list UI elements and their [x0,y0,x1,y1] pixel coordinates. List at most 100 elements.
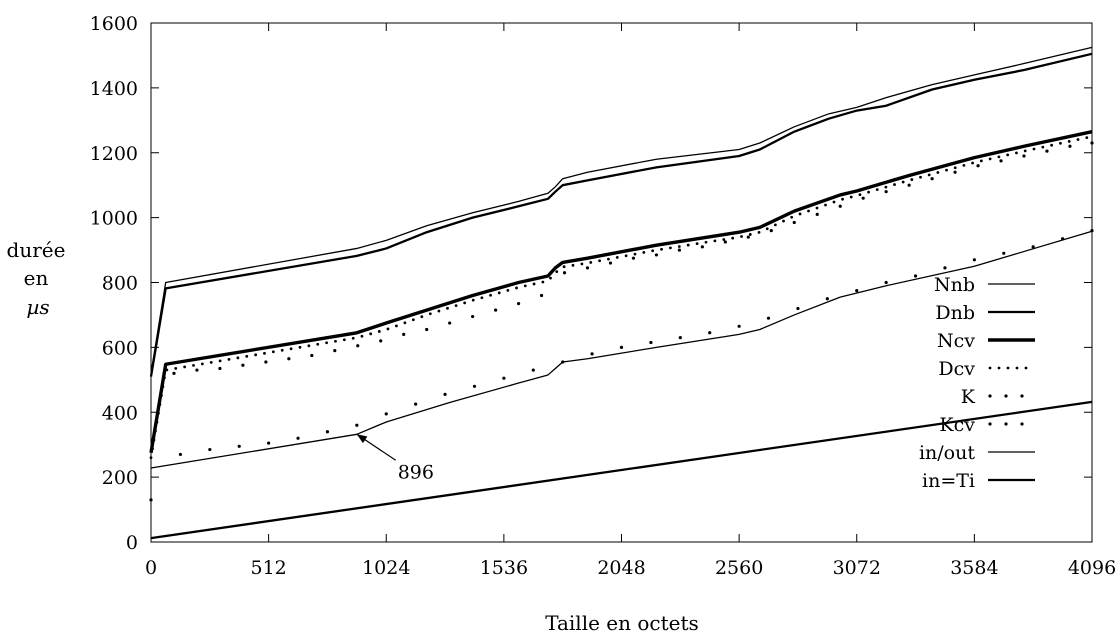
data-point [861,196,865,200]
data-point [585,266,590,270]
data-point [245,354,249,358]
data-point [271,350,275,354]
y-tick-label: 1000 [90,208,138,230]
data-point [296,436,300,440]
data-point [919,175,922,179]
data-point [448,321,452,325]
data-point [757,231,761,234]
data-point [1068,144,1072,148]
data-point [155,420,159,424]
data-point [325,430,330,434]
data-point [669,246,672,250]
legend-dot [988,394,992,398]
data-point [263,351,266,355]
data-point [157,411,160,415]
data-point [884,190,888,194]
data-point [151,447,154,451]
y-tick-label: 1200 [90,143,138,165]
data-point [700,245,704,249]
data-point [608,261,613,265]
data-point [1076,138,1080,141]
data-point [351,336,355,340]
series-line-ncv [149,130,1093,454]
data-point [607,257,610,261]
data-point [769,229,773,233]
data-point [195,368,199,372]
data-point [562,271,567,275]
data-point [943,266,947,270]
data-point [174,366,178,370]
data-point [154,429,157,433]
data-point [149,456,153,460]
annotation-label: 896 [398,461,434,483]
data-point [884,280,888,285]
series-points-kcv [149,229,1094,502]
data-point [471,298,475,302]
data-point [867,190,870,194]
data-point [913,274,918,278]
data-point [1041,145,1045,149]
data-point [1015,151,1018,155]
data-point [695,242,699,246]
data-point [875,188,879,192]
data-point [590,352,594,356]
data-point [428,312,432,316]
data-point [1023,149,1027,153]
data-point [342,338,346,342]
data-point [209,360,213,364]
annotation: 896 [356,433,434,483]
x-tick-label: 1536 [480,557,528,579]
legend-label-nnb: Nnb [934,274,975,296]
data-point [953,170,957,174]
data-point [893,183,896,186]
legend-dot [1015,366,1019,370]
data-point [264,360,268,364]
legend-swatch-k [988,394,1024,398]
data-point [910,178,914,181]
data-point [598,259,601,263]
data-point [1067,140,1071,143]
data-point [782,219,785,223]
data-point [454,304,458,308]
data-point [619,345,624,349]
series-line-dnb [149,52,1093,377]
data-point [824,203,827,207]
data-point [377,330,381,333]
data-point [515,286,518,290]
data-point [267,441,271,445]
data-point [463,301,467,305]
data-point [858,193,862,197]
data-point [971,161,974,165]
data-point [773,223,777,227]
data-point [746,235,750,239]
data-point [411,318,415,322]
data-point [531,368,535,372]
legend-label-dnb: Dnb [935,302,975,324]
data-point [713,239,717,243]
series-line-in-ti [150,400,1093,540]
data-point [355,423,359,427]
data-point [555,270,559,274]
legend-dot [1006,366,1010,370]
data-point [395,324,398,328]
data-point [384,412,388,416]
data-point [766,316,771,320]
data-point [472,384,477,388]
x-tick-label: 2048 [597,557,645,579]
data-point [807,209,810,213]
y-tick-label: 0 [126,532,138,554]
data-point [236,356,240,360]
data-point [386,327,390,331]
data-point [280,348,284,352]
data-point [1085,136,1089,140]
data-point [523,284,527,288]
axis-ticks: 0 512 1024 1536 2048 2560 3072 3584 4096 0 200 400 6… [90,13,1117,579]
data-point [254,353,258,357]
data-point [686,243,690,247]
data-point [549,276,552,280]
data-point [589,261,593,264]
data-point [571,263,575,267]
data-point [334,339,337,343]
data-point [298,345,302,349]
data-point [1050,143,1054,147]
